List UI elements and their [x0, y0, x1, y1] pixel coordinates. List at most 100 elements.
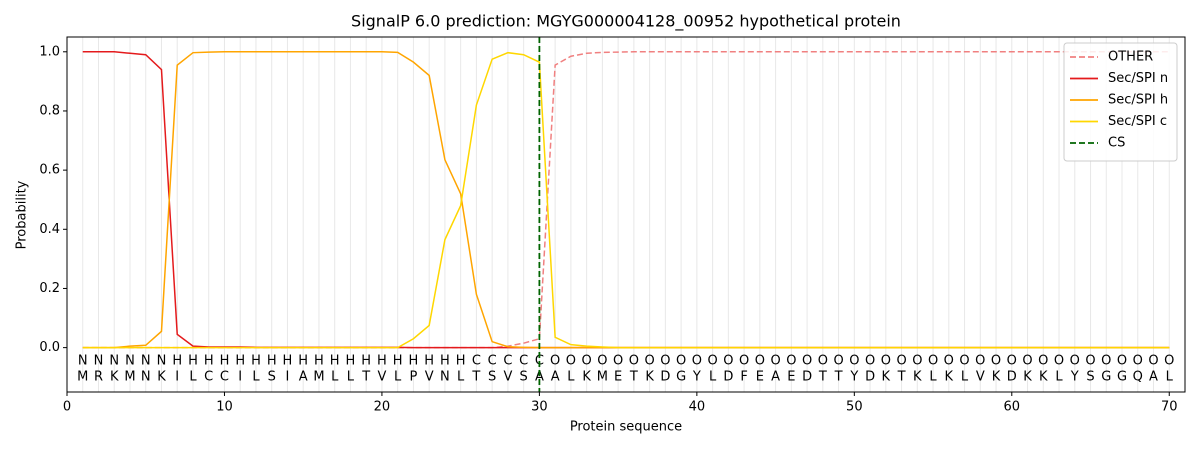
region-label: C — [503, 353, 512, 368]
region-label: H — [409, 353, 419, 368]
x-axis-label: Protein sequence — [570, 420, 682, 435]
region-label: O — [959, 353, 969, 368]
residue-label: K — [582, 370, 591, 385]
region-label: O — [597, 353, 607, 368]
residue-label: K — [1039, 370, 1048, 385]
region-label: O — [865, 353, 875, 368]
region-label: O — [582, 353, 592, 368]
residue-label: I — [286, 370, 290, 385]
region-label: O — [723, 353, 733, 368]
residue-label: K — [110, 370, 119, 385]
region-label: H — [298, 353, 308, 368]
region-label: O — [1101, 353, 1111, 368]
region-label: O — [1117, 353, 1127, 368]
residue-label: A — [299, 370, 308, 385]
residue-label: L — [1055, 370, 1063, 385]
region-label: H — [393, 353, 403, 368]
region-label: N — [78, 353, 88, 368]
residue-label: D — [1007, 370, 1017, 385]
residue-label: L — [457, 370, 465, 385]
residue-label: Y — [1070, 370, 1079, 385]
residue-label: A — [535, 370, 544, 385]
region-label: O — [928, 353, 938, 368]
plot-frame — [66, 36, 1186, 393]
region-label: H — [251, 353, 261, 368]
residue-label: L — [929, 370, 937, 385]
residue-label: K — [1023, 370, 1032, 385]
residue-label: S — [488, 370, 496, 385]
residue-label: L — [331, 370, 339, 385]
region-label: C — [519, 353, 528, 368]
x-tick-label: 20 — [374, 400, 391, 415]
region-label: H — [172, 353, 182, 368]
region-label: O — [881, 353, 891, 368]
legend-label: OTHER — [1108, 50, 1153, 65]
residue-label: R — [94, 370, 103, 385]
region-label: O — [660, 353, 670, 368]
region-label: O — [1070, 353, 1080, 368]
region-label: O — [975, 353, 985, 368]
region-label: O — [676, 353, 686, 368]
residue-label: Q — [1133, 370, 1143, 385]
region-label: H — [283, 353, 293, 368]
region-label: H — [361, 353, 371, 368]
series-line — [82, 51, 1170, 349]
residue-label: M — [313, 370, 324, 385]
region-label: H — [346, 353, 356, 368]
series-line — [82, 51, 1170, 349]
residue-label: V — [425, 370, 434, 385]
region-label: H — [235, 353, 245, 368]
residue-label: K — [992, 370, 1001, 385]
region-label: O — [755, 353, 765, 368]
residue-label: V — [377, 370, 386, 385]
region-label: N — [109, 353, 119, 368]
chart-title: SignalP 6.0 prediction: MGYG000004128_00… — [351, 12, 901, 32]
region-label: O — [645, 353, 655, 368]
residue-label: T — [897, 370, 906, 385]
y-tick-label: 0.2 — [39, 281, 60, 296]
region-label: H — [267, 353, 277, 368]
x-tick-label: 30 — [531, 400, 548, 415]
region-label: N — [157, 353, 167, 368]
region-label: O — [1148, 353, 1158, 368]
region-label: C — [472, 353, 481, 368]
residue-label: T — [818, 370, 827, 385]
x-tick-label: 40 — [689, 400, 706, 415]
legend-label: Sec/SPI c — [1108, 114, 1167, 129]
residue-label: D — [865, 370, 875, 385]
region-label: O — [944, 353, 954, 368]
region-label: H — [456, 353, 466, 368]
region-label: H — [220, 353, 230, 368]
residue-label: N — [440, 370, 450, 385]
residue-label: A — [1149, 370, 1158, 385]
y-tick-label: 0.4 — [39, 222, 60, 237]
residue-label: S — [268, 370, 276, 385]
residue-label: L — [252, 370, 260, 385]
region-label: O — [550, 353, 560, 368]
residue-label: K — [645, 370, 654, 385]
residue-label: V — [976, 370, 985, 385]
y-tick-label: 0.8 — [39, 103, 60, 118]
region-label: O — [991, 353, 1001, 368]
region-label: O — [1022, 353, 1032, 368]
residue-label: V — [503, 370, 512, 385]
region-label: H — [440, 353, 450, 368]
residue-label: T — [471, 370, 480, 385]
region-label: O — [818, 353, 828, 368]
legend-label: CS — [1108, 136, 1125, 151]
x-tick-label: 0 — [63, 400, 71, 415]
region-label: H — [204, 353, 214, 368]
region-label: O — [629, 353, 639, 368]
residue-label: A — [771, 370, 780, 385]
residue-label: M — [597, 370, 608, 385]
region-label: O — [1164, 353, 1174, 368]
region-label: O — [613, 353, 623, 368]
residue-label: S — [1086, 370, 1094, 385]
residue-label: Y — [849, 370, 858, 385]
residue-label: Y — [692, 370, 701, 385]
region-label: H — [330, 353, 340, 368]
residue-label: G — [1117, 370, 1127, 385]
residue-label: L — [709, 370, 717, 385]
legend-label: Sec/SPI h — [1108, 93, 1168, 108]
